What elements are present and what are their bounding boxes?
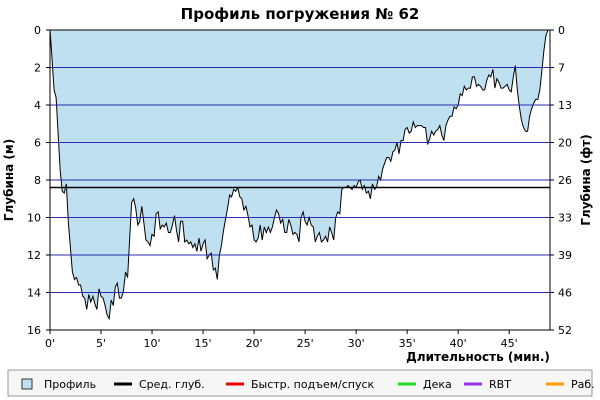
legend: Профиль Сред. глуб. Быстр. подъем/спуск Дек…: [21, 378, 595, 391]
profile-fill: [50, 30, 548, 319]
y-left-tick-label: 10: [27, 212, 41, 225]
y-left-tick-label: 2: [34, 62, 41, 75]
grid-lines: [50, 67, 550, 293]
legend-swatch: [21, 378, 33, 390]
y-right-tick-label: 46: [558, 287, 572, 300]
profile-area: [49, 29, 549, 321]
y-left-tick-label: 4: [34, 99, 41, 112]
legend-label: Профиль: [44, 378, 96, 391]
x-tick-label: 15': [195, 337, 212, 350]
y-right-tick-label: 52: [558, 324, 572, 337]
x-axis-ticks: 0' 5' 10' 15' 20' 25' 30' 35' 40' 45': [45, 330, 518, 350]
x-tick-label: 45': [501, 337, 518, 350]
y-right-tick-label: 33: [558, 212, 572, 225]
y-axis-left-ticks: 0 2 4 6 8 10 12 14 16: [27, 24, 50, 337]
y-axis-right-ticks: 0 7 13 20 26 33 39 46 52: [550, 24, 572, 337]
legend-box: [7, 369, 593, 397]
legend-label: Быстр. подъем/спуск: [251, 378, 375, 391]
y-right-tick-label: 39: [558, 249, 572, 262]
profile-line: [49, 29, 549, 321]
legend-label: RBT: [489, 378, 511, 391]
x-tick-label: 0': [45, 337, 55, 350]
y-left-tick-label: 16: [27, 324, 41, 337]
chart-title: Профиль погружения № 62: [181, 5, 420, 23]
y-axis-left-label: Глубина (м): [2, 139, 16, 221]
x-tick-label: 5': [96, 337, 106, 350]
x-axis-label: Длительность (мин.): [406, 350, 550, 364]
x-tick-label: 30': [348, 337, 365, 350]
y-right-tick-label: 20: [558, 137, 572, 150]
legend-label: Сред. глуб.: [139, 378, 205, 391]
x-tick-label: 10': [144, 337, 161, 350]
x-tick-label: 35': [399, 337, 416, 350]
x-tick-label: 25': [297, 337, 314, 350]
y-left-tick-label: 6: [34, 137, 41, 150]
y-right-tick-label: 13: [558, 99, 572, 112]
x-tick-label: 20': [246, 337, 263, 350]
legend-label: Раб.: [571, 378, 595, 391]
y-left-tick-label: 0: [34, 24, 41, 37]
x-tick-label: 40': [450, 337, 467, 350]
y-left-tick-label: 12: [27, 249, 41, 262]
y-right-tick-label: 0: [558, 24, 565, 37]
legend-label: Дека: [423, 378, 452, 391]
y-axis-right-label: Глубина (фт): [579, 134, 593, 225]
y-right-tick-label: 26: [558, 174, 572, 187]
y-right-tick-label: 7: [558, 62, 565, 75]
y-left-tick-label: 14: [27, 287, 41, 300]
y-left-tick-label: 8: [34, 174, 41, 187]
